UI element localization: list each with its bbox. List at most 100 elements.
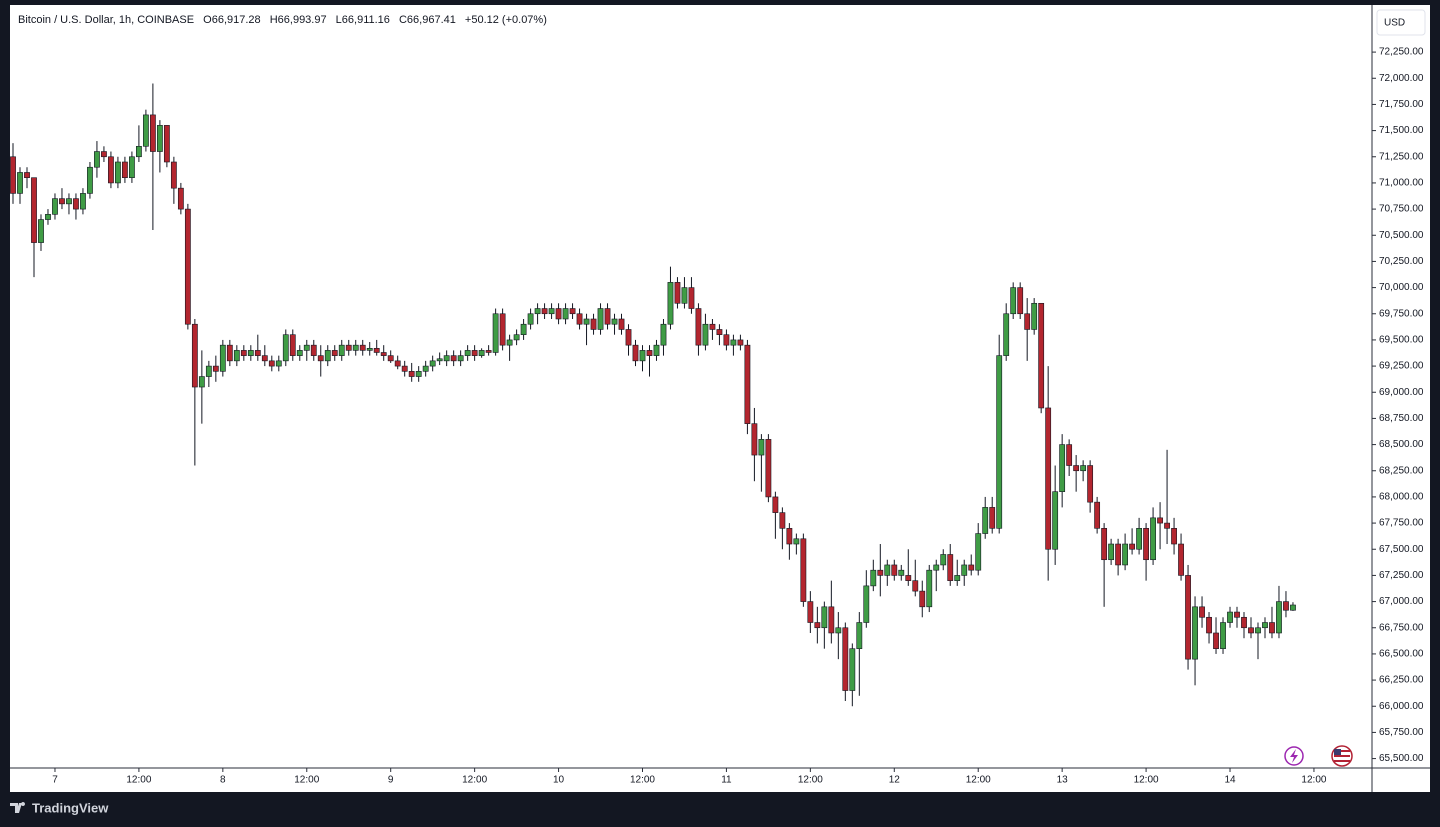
candle-body xyxy=(115,161,121,184)
candle-body xyxy=(198,376,205,388)
y-tick-label: 70,250.00 xyxy=(1379,256,1424,267)
y-tick-label: 67,250.00 xyxy=(1379,570,1424,581)
candle-body xyxy=(268,360,275,367)
candle-body xyxy=(1143,528,1149,561)
brand-mark[interactable] xyxy=(10,802,26,813)
candle-body xyxy=(478,350,485,356)
symbol-legend: Bitcoin / U.S. Dollar, 1h, COINBASE O66,… xyxy=(18,14,547,26)
candle-body xyxy=(674,282,681,304)
candle-body xyxy=(513,334,520,341)
candle-body xyxy=(108,156,114,184)
candle-body xyxy=(394,360,401,367)
candle-body xyxy=(471,350,478,356)
candle-body xyxy=(136,145,142,158)
candle-body xyxy=(940,554,947,566)
candle-body xyxy=(184,208,191,325)
x-tick-label: 9 xyxy=(388,775,394,786)
candle-body xyxy=(1283,601,1289,611)
candle-body xyxy=(681,287,688,304)
event-icon[interactable] xyxy=(1284,746,1304,766)
candle-body xyxy=(1192,606,1198,660)
candle-body xyxy=(772,496,779,513)
currency-button[interactable]: USD xyxy=(1376,9,1426,36)
candle-body xyxy=(1150,517,1156,561)
currency-label[interactable]: USD xyxy=(1384,18,1405,29)
candle-body xyxy=(1080,465,1087,472)
candle-body xyxy=(1171,528,1177,545)
candle-body xyxy=(317,355,324,362)
candle-body xyxy=(1122,543,1129,566)
us-flag-icon[interactable] xyxy=(1331,745,1353,767)
x-tick-label: 8 xyxy=(220,775,226,786)
y-tick-label: 65,500.00 xyxy=(1379,753,1424,764)
candle-body xyxy=(52,198,58,215)
candle-body xyxy=(863,585,870,623)
candle-body xyxy=(562,308,569,320)
candle-body xyxy=(450,355,457,362)
candle-body xyxy=(1052,491,1059,550)
x-tick-label: 12 xyxy=(889,775,901,786)
legend-close-label: C xyxy=(399,14,407,26)
candle-body xyxy=(422,365,429,372)
y-tick-label: 66,250.00 xyxy=(1379,675,1424,686)
event-icon-bolt[interactable] xyxy=(1290,749,1298,763)
y-tick-label: 66,500.00 xyxy=(1379,649,1424,660)
candle-body xyxy=(891,564,898,576)
candle-body xyxy=(387,355,394,362)
candle-body xyxy=(345,344,352,351)
candle-body xyxy=(919,590,926,608)
currency-button-box[interactable] xyxy=(1376,9,1426,36)
candle-body xyxy=(1066,444,1073,466)
candle-body xyxy=(849,648,856,691)
candle-body xyxy=(611,318,618,325)
candle-body xyxy=(380,352,387,356)
y-tick-label: 71,500.00 xyxy=(1379,125,1424,136)
legend-low-label: L xyxy=(336,14,342,26)
candle-body xyxy=(1164,522,1170,529)
x-tick-label: 10 xyxy=(553,775,565,786)
candle-body xyxy=(758,439,765,456)
candle-body xyxy=(555,308,562,320)
candle-body xyxy=(1276,601,1282,634)
candle-body xyxy=(786,528,793,545)
candle-body xyxy=(1136,528,1142,550)
candle-body xyxy=(31,177,37,243)
legend-change: +50.12 (+0.07%) xyxy=(465,14,547,26)
candle-body xyxy=(905,575,912,581)
legend-high-value: 66,993.97 xyxy=(278,14,327,26)
candle-body xyxy=(1003,313,1010,356)
candle-body xyxy=(688,287,695,309)
candle-body xyxy=(443,355,450,362)
x-tick-label: 12:00 xyxy=(798,775,823,786)
candle-body xyxy=(737,339,744,346)
brand-name[interactable]: TradingView xyxy=(32,800,109,815)
x-tick-label: 7 xyxy=(52,775,58,786)
x-tick-label: 12:00 xyxy=(630,775,655,786)
x-tick-label: 11 xyxy=(721,775,732,786)
candle-body xyxy=(989,507,996,529)
candle-body xyxy=(226,344,233,362)
candle-body xyxy=(492,313,499,353)
y-tick-label: 71,000.00 xyxy=(1379,178,1424,189)
candle-body xyxy=(1010,287,1017,315)
candle-body xyxy=(604,308,611,325)
brand-logo[interactable]: TradingView xyxy=(10,800,109,815)
candle-body xyxy=(1220,622,1226,649)
y-tick-label: 66,750.00 xyxy=(1379,622,1424,633)
y-tick-label: 70,750.00 xyxy=(1379,204,1424,215)
candle-body xyxy=(842,627,849,691)
candle-body xyxy=(401,365,408,372)
candle-body xyxy=(947,554,954,581)
candle-body xyxy=(835,627,842,634)
candle-body xyxy=(996,355,1003,529)
candle-body xyxy=(282,334,289,362)
x-tick-label: 12:00 xyxy=(126,775,151,786)
candle-body xyxy=(485,350,492,353)
candle-body xyxy=(926,569,933,608)
candle-body xyxy=(702,323,709,346)
candle-body xyxy=(122,161,128,178)
candle-body xyxy=(254,350,261,356)
candle-body xyxy=(1227,611,1233,623)
symbol-title: Bitcoin / U.S. Dollar, 1h, COINBASE xyxy=(18,14,194,26)
x-tick-label: 13 xyxy=(1057,775,1069,786)
